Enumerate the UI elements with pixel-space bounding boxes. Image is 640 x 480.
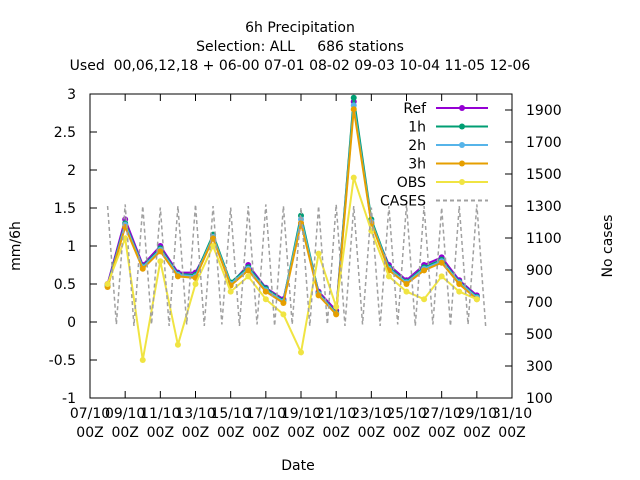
x-tick-label: 21/10 00Z [316, 406, 356, 441]
chart-annotation: Used 00,06,12,18 + 06-00 07-01 08-02 09-… [70, 58, 531, 74]
series-point [298, 220, 304, 227]
series-point [421, 296, 428, 303]
x-tick-label: 19/10 00Z [281, 406, 321, 441]
series-point [227, 288, 234, 295]
y2-tick-label: 300 [526, 359, 553, 375]
chart-subtitle: Selection: ALL 686 stations [196, 39, 404, 55]
y-tick-label: -0.5 [49, 353, 76, 369]
series-point [315, 292, 322, 299]
series-point [174, 341, 181, 348]
y-tick-label: 0.5 [54, 277, 76, 293]
y2-tick-label: 100 [526, 391, 553, 407]
series-point [473, 296, 480, 303]
x-tick-label: 11/10 00Z [140, 406, 180, 441]
x-axis-label: Date [281, 458, 314, 474]
y2-tick-label: 1700 [526, 135, 562, 151]
x-tick-label: 15/10 00Z [210, 406, 250, 441]
legend-label: Ref [403, 101, 427, 117]
y-axis-label: mm/6h [8, 221, 24, 271]
y-tick-label: 2 [67, 163, 76, 179]
chart-title: 6h Precipitation [245, 20, 355, 36]
series-point [280, 311, 287, 318]
series-point [438, 273, 445, 280]
series-point [456, 281, 463, 287]
x-tick-label: 07/10 00Z [70, 406, 110, 441]
series-point [157, 248, 164, 255]
series-point [456, 288, 463, 295]
x-tick-label: 29/10 00Z [457, 406, 497, 441]
series-point [245, 267, 252, 274]
series-point [262, 296, 269, 303]
legend-label: CASES [380, 194, 426, 210]
series-point [192, 281, 199, 287]
y-tick-label: 3 [67, 87, 76, 103]
x-tick-label: 13/10 00Z [175, 406, 215, 441]
series-point [315, 250, 322, 257]
series-point [350, 174, 357, 181]
x-tick-label: 31/10 00Z [492, 406, 532, 441]
series-point [210, 243, 217, 249]
legend-marker [459, 142, 465, 148]
x-tick-label: 25/10 00Z [386, 406, 426, 441]
series-point [333, 303, 340, 310]
x-tick-label: 17/10 00Z [246, 406, 286, 441]
legend-marker [459, 179, 465, 185]
series-line [106, 204, 487, 327]
series-point [262, 288, 269, 295]
series-point [139, 357, 146, 363]
series-point [157, 258, 164, 265]
y2-tick-label: 1500 [526, 167, 562, 183]
series-point [385, 273, 392, 280]
series-point [210, 235, 217, 242]
x-tick-label: 23/10 00Z [351, 406, 391, 441]
legend-label: 2h [408, 138, 426, 154]
legend-label: OBS [397, 175, 426, 191]
series-point [104, 281, 111, 287]
series-point [438, 259, 445, 266]
y-tick-label: 1 [67, 239, 76, 255]
x-tick-label: 09/10 00Z [105, 406, 145, 441]
series-line [106, 109, 478, 317]
legend-label: 3h [408, 157, 426, 173]
y2-tick-label: 700 [526, 295, 553, 311]
series-point [298, 349, 304, 356]
series-point [350, 106, 357, 113]
series-point [421, 267, 428, 274]
y2-tick-label: 500 [526, 327, 553, 343]
series-line [106, 177, 478, 361]
y2-tick-label: 1300 [526, 199, 562, 215]
y2-axis-label: No cases [600, 215, 616, 278]
series-point [139, 265, 146, 272]
y-tick-label: 0 [67, 315, 76, 331]
series-point [350, 94, 357, 101]
series-point [333, 311, 340, 318]
series-point [403, 288, 410, 295]
series-point [122, 235, 129, 242]
series-point [280, 300, 287, 306]
legend-marker [459, 105, 465, 111]
legend-marker [459, 160, 465, 167]
series-point [174, 273, 181, 280]
legend-label: 1h [408, 120, 426, 136]
y2-tick-label: 1900 [526, 103, 562, 119]
series-point [403, 281, 410, 287]
legend-marker [459, 123, 465, 130]
y2-tick-label: 900 [526, 263, 553, 279]
y-tick-label: -1 [62, 391, 76, 407]
y-tick-label: 2.5 [54, 125, 76, 141]
y-tick-label: 1.5 [54, 201, 76, 217]
y2-tick-label: 1100 [526, 231, 562, 247]
x-tick-label: 27/10 00Z [421, 406, 461, 441]
series-point [245, 273, 252, 280]
